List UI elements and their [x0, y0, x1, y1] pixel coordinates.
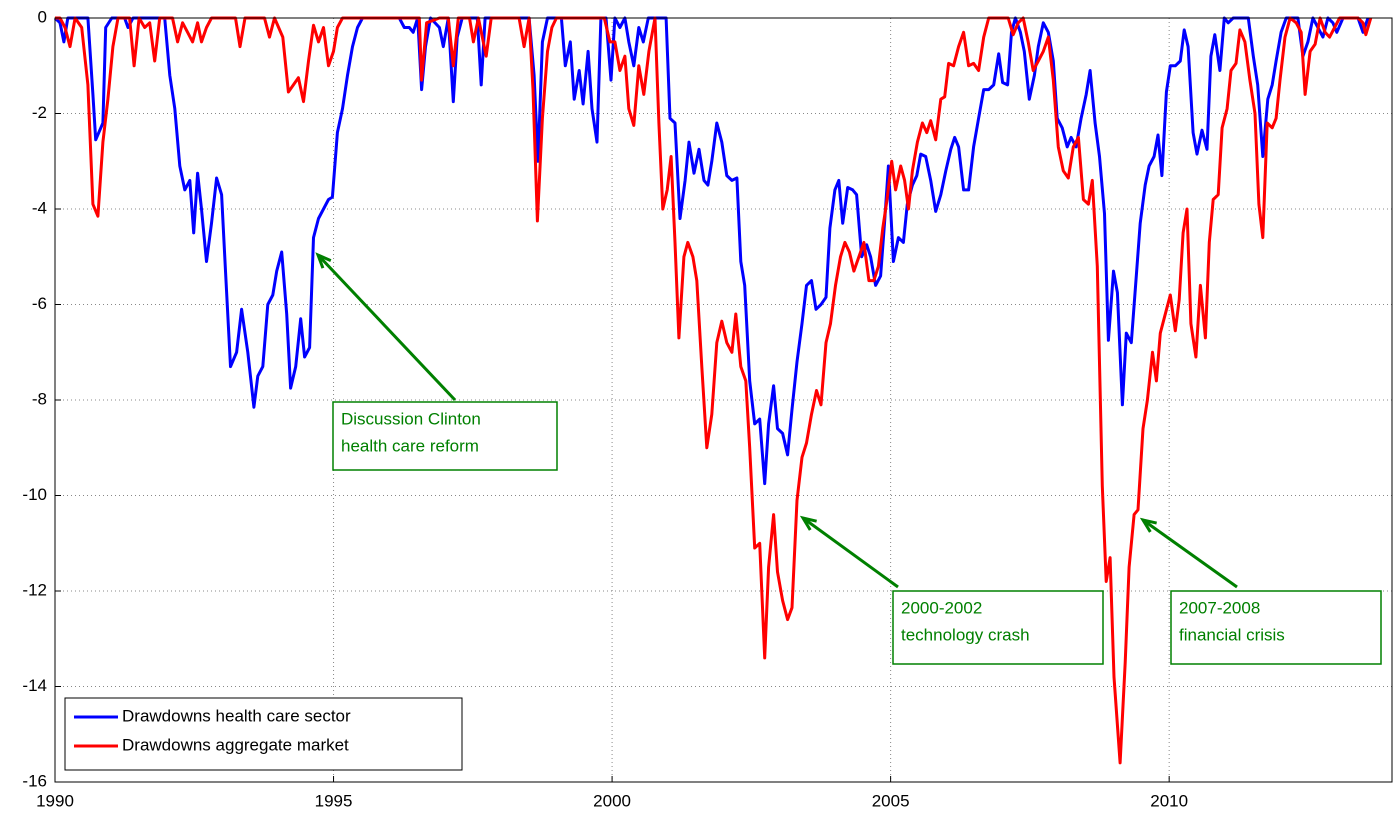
annotation-arrowhead: [799, 515, 817, 531]
y-tick-label: -14: [22, 676, 47, 695]
y-tick-label: -6: [32, 294, 47, 313]
data-line: [53, 16, 1370, 486]
x-tick-label: 2000: [593, 791, 631, 810]
annotation-text: health care reform: [341, 436, 479, 455]
y-tick-label: -4: [32, 198, 47, 217]
annotation: Discussion Clinton health care reform: [315, 252, 558, 471]
y-tick-label: -16: [22, 771, 47, 790]
y-tick-label: -8: [32, 389, 47, 408]
legend-label: Drawdowns aggregate market: [122, 735, 349, 754]
annotation-text: 2007-2008: [1179, 598, 1260, 617]
annotation: 2000-2002 technology crash: [799, 515, 1104, 665]
x-tick-label: 1995: [315, 791, 353, 810]
annotation-arrowhead: [1139, 517, 1157, 533]
annotation-arrow: [1142, 518, 1238, 589]
annotation-text: technology crash: [901, 625, 1030, 644]
y-tick-label: 0: [38, 7, 47, 26]
annotation-text: 2000-2002: [901, 598, 982, 617]
plot-frame: [54, 17, 1393, 783]
x-tick-label: 2005: [872, 791, 910, 810]
y-tick-label: -12: [22, 580, 47, 599]
annotation-arrowhead: [315, 252, 332, 269]
annotation-text: Discussion Clinton: [341, 409, 481, 428]
y-tick-label: -10: [22, 485, 47, 504]
annotation-arrow: [316, 253, 457, 402]
x-tick-label: 1990: [36, 791, 74, 810]
annotation-box: [1170, 590, 1382, 665]
x-tick-label: 2010: [1150, 791, 1188, 810]
legend-box: [64, 697, 463, 771]
annotation-box: [892, 590, 1104, 665]
annotation-box: [332, 401, 558, 471]
annotation-text: financial crisis: [1179, 625, 1285, 644]
annotation-arrow: [802, 516, 899, 589]
y-tick-label: -2: [32, 103, 47, 122]
annotation: 2007-2008 financial crisis: [1139, 517, 1382, 665]
data-line: [55, 16, 1373, 765]
legend-label: Drawdowns health care sector: [122, 706, 351, 725]
legend: Drawdowns health care sector Drawdowns ag…: [64, 697, 463, 771]
